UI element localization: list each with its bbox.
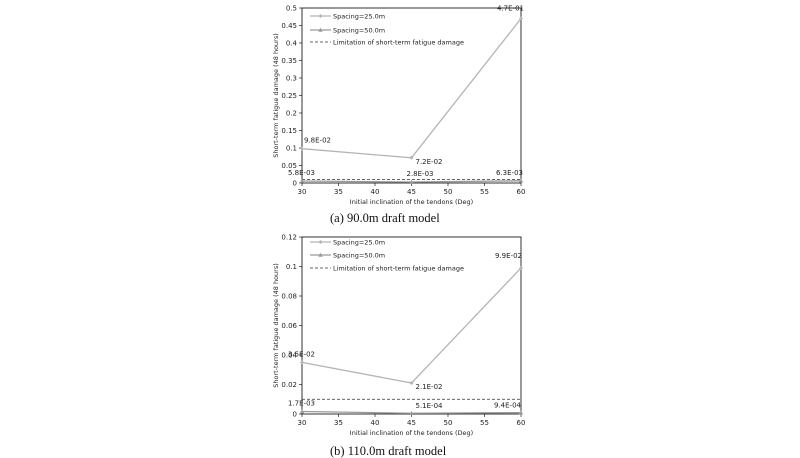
- series-line-1: [301, 267, 522, 384]
- y-tick-label: 0.05: [281, 162, 297, 170]
- data-point-marker: [409, 411, 414, 416]
- x-tick-label: 30: [298, 419, 307, 427]
- y-tick-label: 0.12: [281, 234, 297, 242]
- y-tick-label: 0.1: [286, 263, 297, 271]
- chart-a: 0 0.05 0.1 0.15 0.2 0.25 0.3 0.35 0.4 0.45 0.5 30 35…: [272, 5, 526, 226]
- legend-label: Spacing=25.0m: [333, 13, 385, 21]
- y-tick-label: 0.15: [281, 127, 297, 135]
- x-tick-label: 45: [407, 188, 416, 196]
- x-tick-label: 40: [371, 419, 380, 427]
- x-tick-label: 60: [517, 188, 526, 196]
- data-label: 2.1E-02: [416, 383, 443, 391]
- y-tick-label: 0.04: [281, 352, 297, 360]
- data-label: 3.5E-02: [288, 350, 315, 358]
- data-point-marker: [409, 179, 414, 184]
- data-label: 5.8E-03: [288, 169, 315, 177]
- x-axis-label: Initial inclination of the tendons (Deg): [350, 198, 473, 206]
- y-tick-label: 0.1: [286, 145, 297, 153]
- data-label: 9.4E-04: [494, 402, 522, 410]
- data-label: 6.3E-03: [496, 169, 523, 177]
- y-axis-label: Short-term fatigue damage (48 hours): [272, 263, 280, 388]
- legend-marker: [318, 14, 323, 18]
- data-label: 7.2E-02: [416, 158, 443, 166]
- x-tick-label: 30: [298, 188, 307, 196]
- x-tick-label: 55: [480, 419, 489, 427]
- legend-marker: [318, 252, 323, 257]
- data-point-marker: [518, 410, 524, 415]
- legend-marker: [318, 240, 323, 244]
- y-tick-label: 0.06: [281, 322, 297, 330]
- x-tick-label: 60: [517, 419, 526, 427]
- legend-label: Spacing=50.0m: [333, 27, 385, 35]
- data-label: 9.8E-02: [304, 137, 331, 145]
- x-tick-label: 50: [444, 188, 453, 196]
- data-label: 2.8E-03: [407, 170, 434, 178]
- y-tick-label: 0: [293, 411, 297, 419]
- y-tick-label: 0.2: [286, 110, 297, 118]
- x-tick-label: 55: [480, 188, 489, 196]
- x-tick-label: 35: [334, 188, 343, 196]
- y-tick-label: 0.02: [281, 381, 297, 389]
- x-axis-label: Initial inclination of the tendons (Deg): [350, 429, 473, 437]
- y-tick-label: 0.25: [281, 92, 297, 100]
- data-label: 4.7E-01: [497, 5, 524, 13]
- data-point-marker: [409, 381, 414, 386]
- data-label: 5.1E-04: [416, 402, 444, 410]
- y-axis-label: Short-term fatigue damage (48 hours): [272, 33, 280, 158]
- data-point-marker: [518, 178, 524, 183]
- data-point-marker: [299, 178, 305, 183]
- y-tick-label: 0: [293, 180, 297, 188]
- legend-marker: [318, 27, 323, 32]
- y-tick-label: 0.5: [286, 5, 297, 13]
- figure-caption: (b) 110.0m draft model: [330, 444, 447, 458]
- data-label: 1.7E-03: [288, 399, 315, 407]
- data-point-marker: [519, 16, 523, 21]
- legend-label: Limitation of short-term fatigue damage: [333, 39, 464, 47]
- legend-label: Limitation of short-term fatigue damage: [333, 265, 464, 273]
- y-tick-label: 0.35: [281, 57, 297, 65]
- data-point-marker: [300, 146, 304, 151]
- y-tick-label: 0.08: [281, 293, 297, 301]
- data-point-marker: [299, 409, 305, 414]
- data-point-marker: [409, 155, 414, 160]
- y-tick-label: 0.45: [281, 22, 297, 30]
- figure-caption: (a) 90.0m draft model: [330, 211, 440, 225]
- y-tick-label: 0.4: [286, 40, 298, 48]
- x-tick-label: 45: [407, 419, 416, 427]
- x-tick-label: 35: [334, 419, 343, 427]
- y-tick-label: 0.3: [286, 75, 297, 83]
- chart-b: 0 0.02 0.04 0.06 0.08 0.1 0.12 30 35 40 45 50 55 60 In…: [272, 234, 526, 458]
- legend-label: Spacing=50.0m: [333, 252, 385, 260]
- legend-label: Spacing=25.0m: [333, 239, 385, 247]
- data-point-marker: [300, 360, 304, 365]
- x-tick-label: 40: [371, 188, 380, 196]
- data-point-marker: [519, 265, 523, 270]
- data-label: 9.9E-02: [495, 252, 522, 260]
- x-tick-label: 50: [444, 419, 453, 427]
